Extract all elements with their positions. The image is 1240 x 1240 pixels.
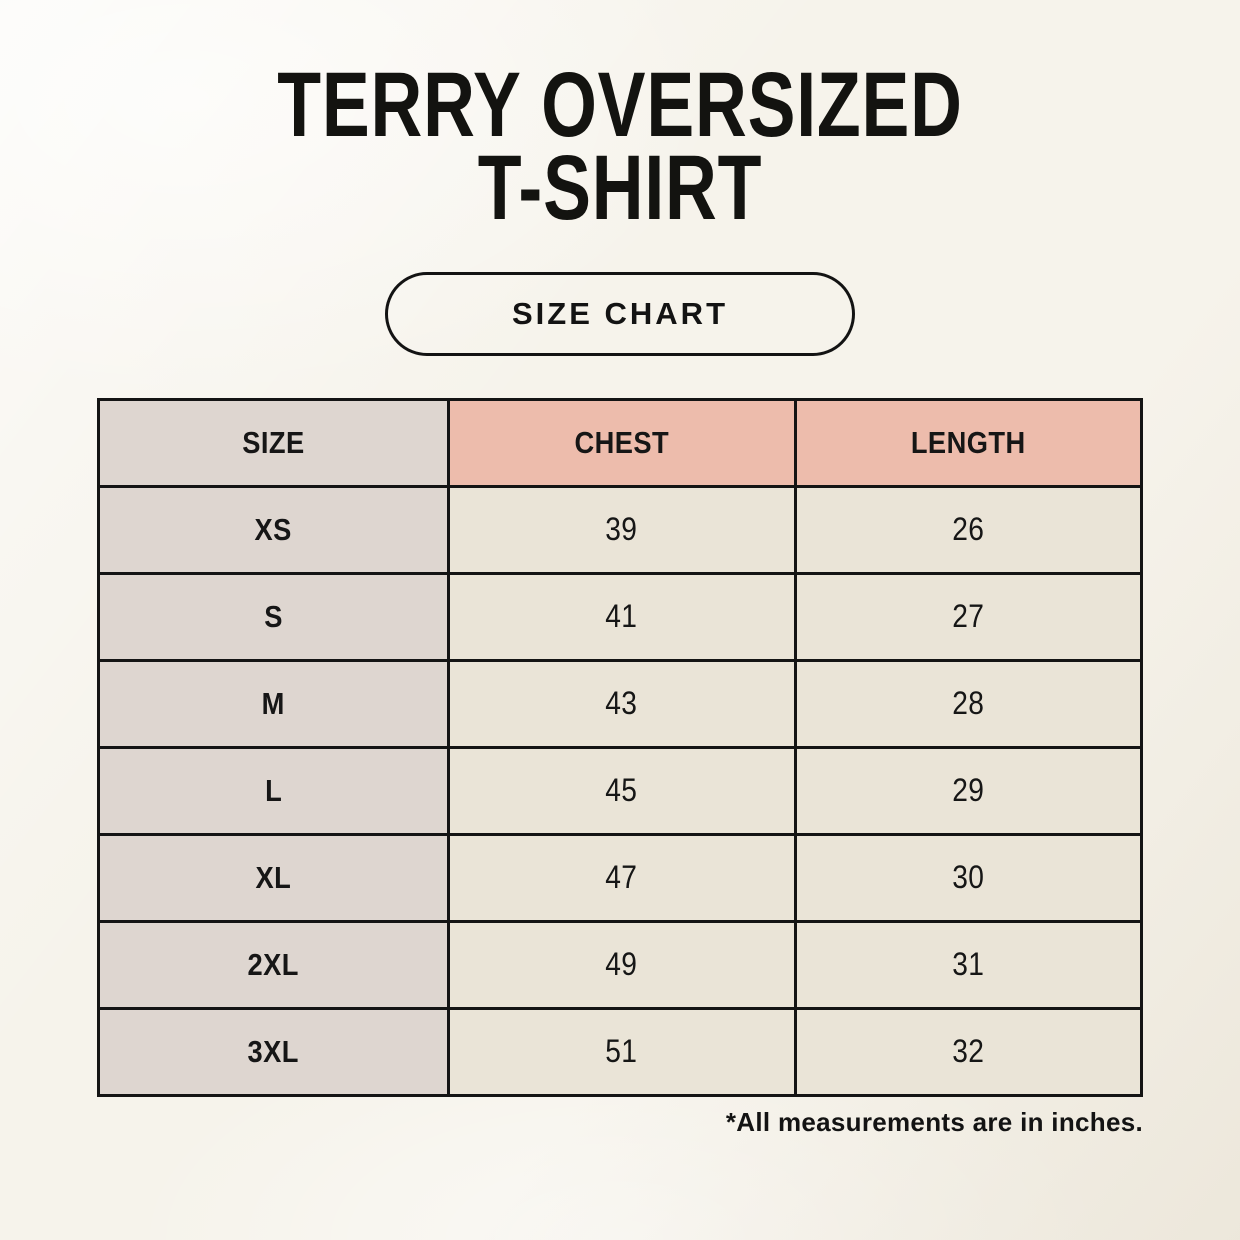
table-row-3xl: 3XL 51 32 xyxy=(97,1006,1143,1097)
size-cell: L xyxy=(97,745,450,836)
length-cell: 30 xyxy=(793,832,1143,923)
length-cell: 32 xyxy=(793,1006,1143,1097)
chest-value: 49 xyxy=(605,946,638,983)
size-chart-badge[interactable]: SIZE CHART xyxy=(385,271,855,356)
chest-cell: 51 xyxy=(447,1006,797,1097)
chest-cell: 47 xyxy=(447,832,797,923)
size-cell: S xyxy=(97,571,450,662)
header-cell-size: SIZE xyxy=(97,397,450,488)
header-label-size: SIZE xyxy=(242,424,305,460)
length-value: 27 xyxy=(952,598,985,635)
size-label: XS xyxy=(254,511,293,547)
length-value: 29 xyxy=(952,772,985,809)
length-value: 28 xyxy=(952,685,985,722)
table-header-row: SIZE CHEST LENGTH xyxy=(97,397,1143,488)
chest-cell: 43 xyxy=(447,658,797,749)
chest-cell: 45 xyxy=(447,745,797,836)
size-label: XL xyxy=(255,859,292,895)
size-label: M xyxy=(261,685,286,721)
title-line-1: TERRY OVERSIZED xyxy=(277,54,963,156)
length-cell: 28 xyxy=(793,658,1143,749)
header-cell-chest: CHEST xyxy=(447,397,797,488)
table-row-m: M 43 28 xyxy=(97,658,1143,749)
length-value: 30 xyxy=(952,859,985,896)
size-label: L xyxy=(264,772,283,808)
measurements-note: *All measurements are in inches. xyxy=(725,1106,1143,1137)
table-row-s: S 41 27 xyxy=(97,571,1143,662)
chest-value: 45 xyxy=(605,772,638,809)
length-value: 31 xyxy=(952,946,985,983)
page-title: TERRY OVERSIZED T-SHIRT xyxy=(0,0,1240,239)
size-cell: 3XL xyxy=(97,1006,450,1097)
size-chart-badge-label: SIZE CHART xyxy=(512,295,728,331)
chest-value: 47 xyxy=(605,859,638,896)
size-label: 2XL xyxy=(247,946,300,982)
size-cell: XL xyxy=(97,832,450,923)
size-label: S xyxy=(264,598,283,634)
size-cell: 2XL xyxy=(97,919,450,1010)
title-line-2: T-SHIRT xyxy=(477,136,763,239)
chest-value: 41 xyxy=(605,598,638,635)
table-row-xl: XL 47 30 xyxy=(97,832,1143,923)
size-label: 3XL xyxy=(247,1033,300,1069)
header-label-chest: CHEST xyxy=(574,424,670,460)
length-cell: 31 xyxy=(793,919,1143,1010)
length-cell: 27 xyxy=(793,571,1143,662)
length-cell: 29 xyxy=(793,745,1143,836)
chest-value: 43 xyxy=(605,685,638,722)
header-label-length: LENGTH xyxy=(910,424,1026,460)
header-cell-length: LENGTH xyxy=(793,397,1143,488)
size-cell: XS xyxy=(97,484,450,575)
table-row-l: L 45 29 xyxy=(97,745,1143,836)
chest-cell: 39 xyxy=(447,484,797,575)
chest-cell: 49 xyxy=(447,919,797,1010)
length-value: 32 xyxy=(952,1033,985,1070)
chest-cell: 41 xyxy=(447,571,797,662)
size-cell: M xyxy=(97,658,450,749)
size-table: SIZE CHEST LENGTH XS 39 26 S 41 27 M 43 … xyxy=(97,397,1143,1097)
length-value: 26 xyxy=(952,511,985,548)
length-cell: 26 xyxy=(793,484,1143,575)
table-row-2xl: 2XL 49 31 xyxy=(97,919,1143,1010)
table-row-xs: XS 39 26 xyxy=(97,484,1143,575)
chest-value: 39 xyxy=(605,511,638,548)
chest-value: 51 xyxy=(605,1033,638,1070)
